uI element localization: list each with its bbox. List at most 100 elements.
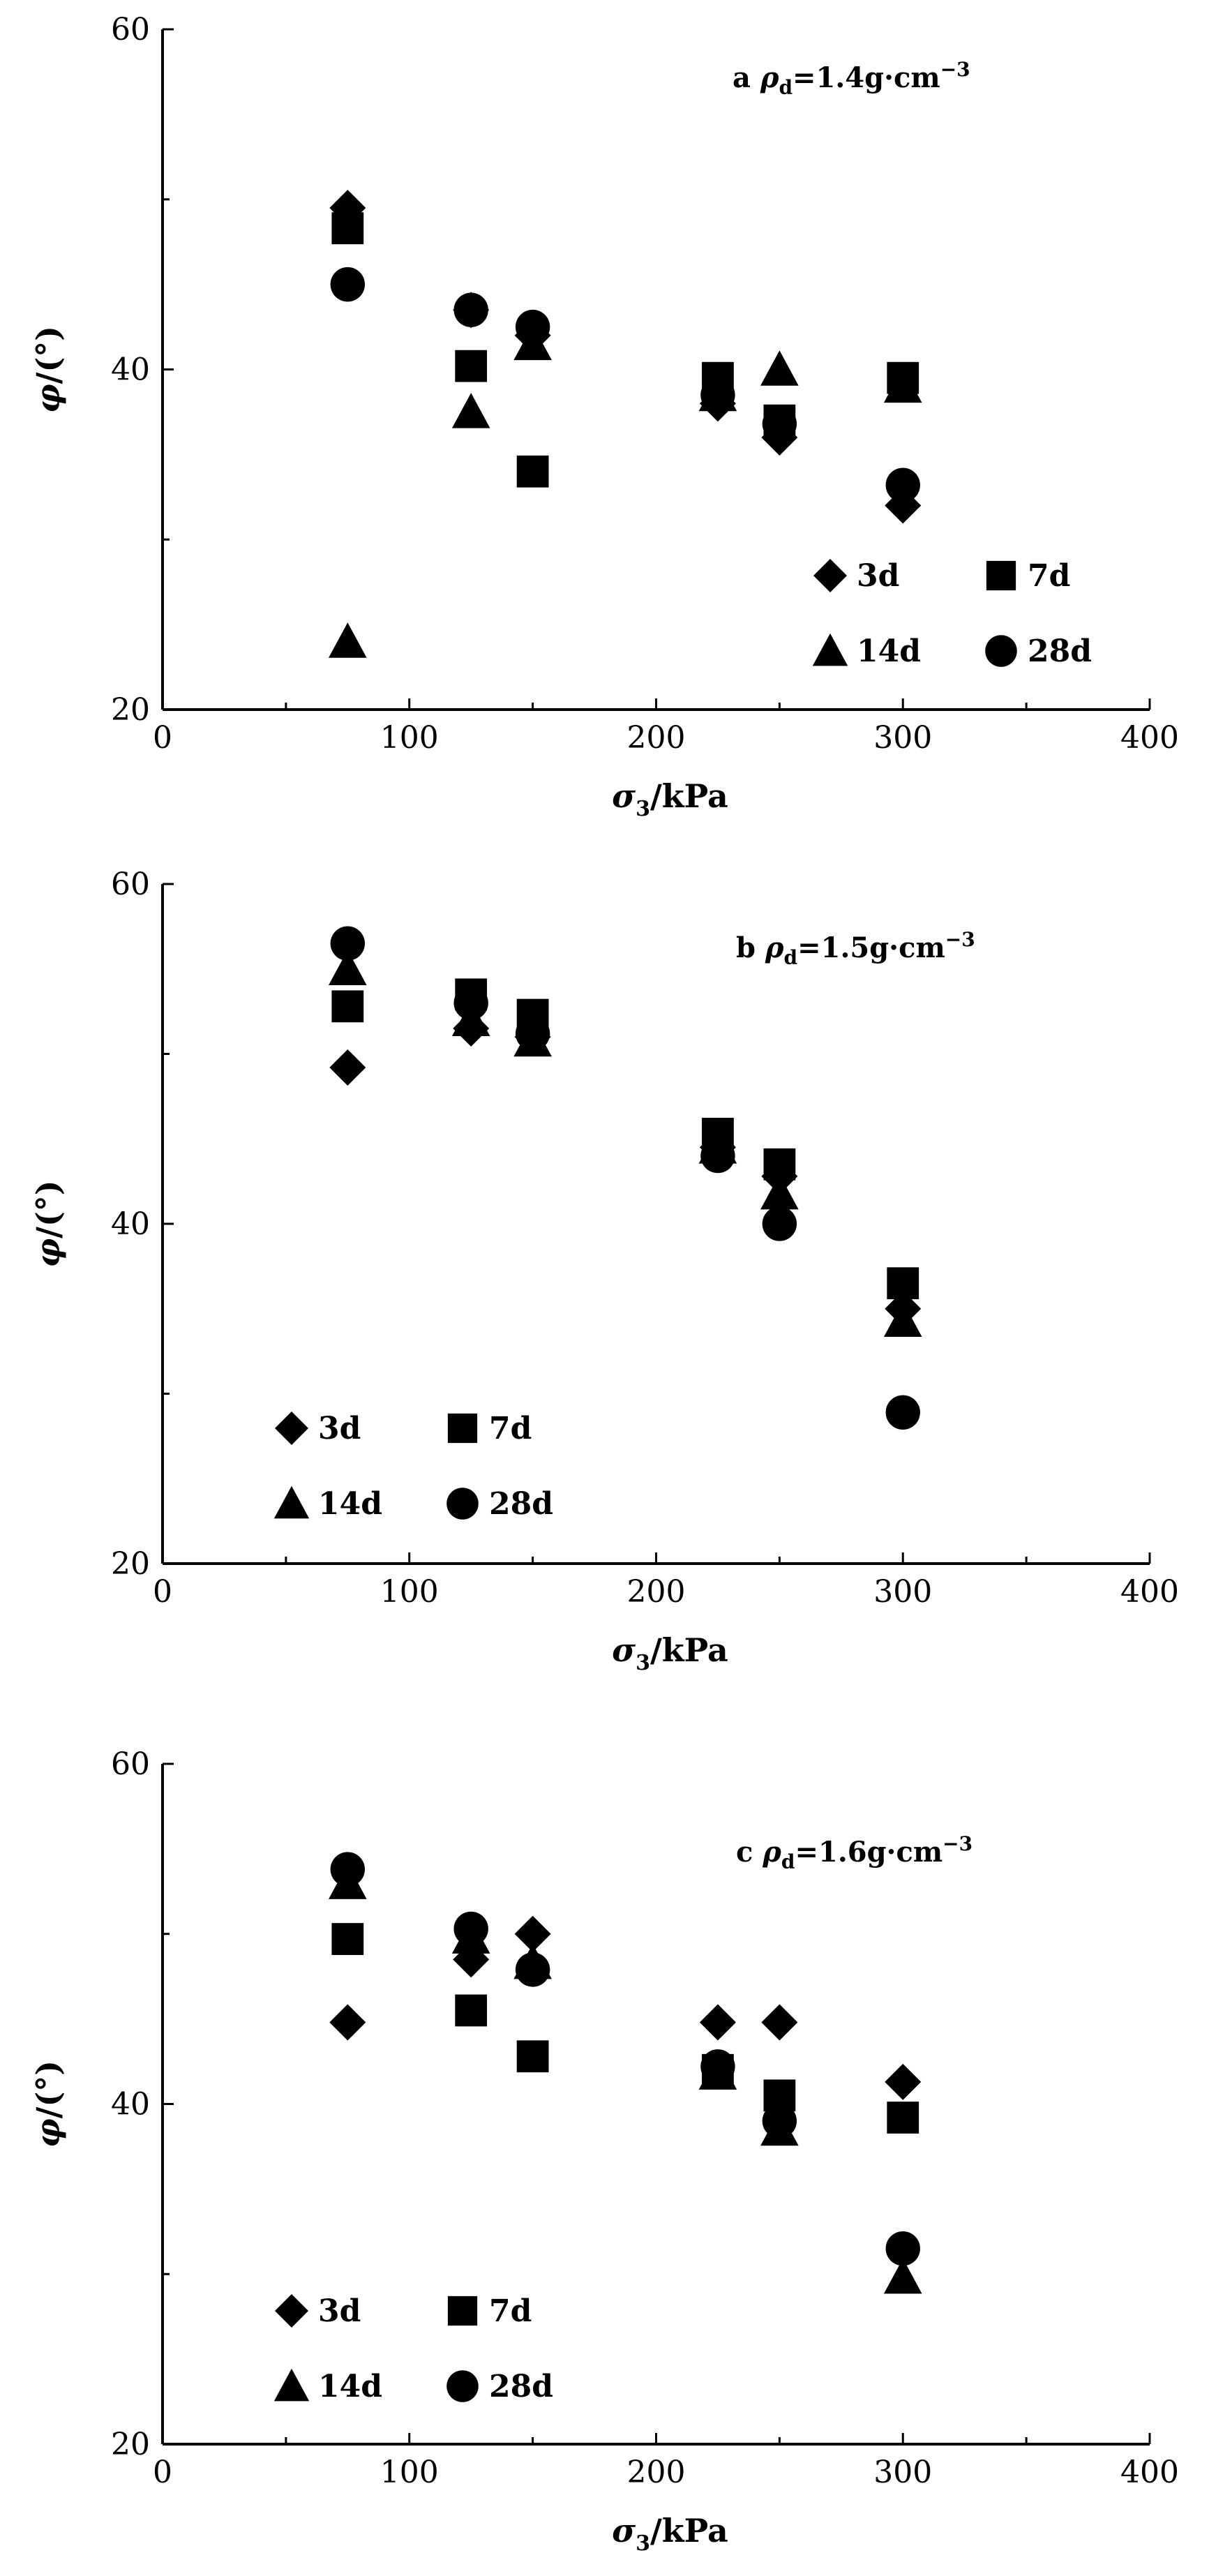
data-point-7d: [455, 1994, 488, 2027]
legend-label: 7d: [489, 1411, 532, 1446]
series-14d: [329, 324, 922, 658]
data-point-28d: [762, 406, 797, 442]
x-tick-label: 100: [380, 1574, 439, 1610]
legend-marker-3d: [813, 559, 847, 592]
data-point-7d: [331, 212, 364, 245]
legend-label: 3d: [318, 1411, 361, 1446]
legend-label: 7d: [1028, 558, 1070, 594]
data-point-3d: [514, 1915, 551, 1952]
data-point-7d: [331, 990, 364, 1023]
legend: 3d 7d 14d 28d: [273, 1411, 553, 1522]
legend-label: 14d: [318, 1486, 382, 1522]
x-tick-label: 300: [873, 720, 932, 756]
data-point-3d: [329, 1049, 366, 1086]
legend-label: 14d: [318, 2369, 382, 2404]
series-28d: [330, 926, 920, 1430]
panel-title: b ρd=1.5g·cm−3: [736, 928, 975, 969]
y-tick-label: 60: [111, 1746, 150, 1782]
data-point-28d: [453, 985, 488, 1021]
x-axis-label: σ3/kPa: [612, 777, 728, 821]
legend-marker-3d: [275, 2294, 308, 2328]
data-point-28d: [515, 309, 550, 345]
data-point-28d: [330, 926, 366, 961]
data-point-28d: [700, 1138, 735, 1174]
series-7d: [331, 212, 919, 488]
x-tick-label: 400: [1120, 2455, 1179, 2490]
chart-panel-a: 0 100 200 300 400 20 40 60 σ3/kPa φ/(°) a ρd=1.4g·…: [29, 12, 1179, 821]
x-tick-label: 400: [1120, 1574, 1179, 1610]
data-point-28d: [330, 267, 366, 302]
legend-marker-7d: [986, 560, 1016, 591]
legend-marker-7d: [447, 2296, 478, 2326]
x-tick-label: 300: [873, 2455, 932, 2490]
chart-panel-c: 0 100 200 300 400 20 40 60 σ3/kPa φ/(°) c ρd=1.6g·…: [29, 1746, 1179, 2556]
x-tick-label: 200: [627, 2455, 686, 2490]
data-point-14d: [329, 950, 367, 985]
x-tick-label: 400: [1120, 720, 1179, 756]
series-3d: [329, 189, 922, 524]
series-3d: [329, 1915, 922, 2100]
data-point-28d: [515, 1016, 550, 1051]
legend-marker-14d: [273, 1485, 310, 1519]
data-point-14d: [329, 622, 367, 658]
series-7d: [331, 1923, 919, 2134]
panel-title: a ρd=1.4g·cm−3: [733, 58, 970, 99]
data-point-28d: [700, 377, 735, 412]
legend-marker-28d: [446, 1488, 479, 1520]
y-tick-label: 20: [111, 692, 150, 728]
data-point-7d: [887, 1267, 919, 1300]
x-tick-label: 0: [153, 2455, 172, 2490]
legend-marker-3d: [275, 1411, 308, 1445]
legend: 3d 7d 14d 28d: [812, 558, 1092, 669]
data-point-3d: [329, 2004, 366, 2041]
data-point-28d: [453, 292, 488, 327]
x-axis-label: σ3/kPa: [612, 1631, 728, 1675]
legend-label: 7d: [489, 2293, 532, 2329]
legend-marker-14d: [273, 2368, 310, 2402]
y-axis-label: φ/(°): [29, 1181, 67, 1268]
x-axis-label: σ3/kPa: [612, 2512, 728, 2556]
data-point-3d: [761, 2004, 798, 2041]
x-tick-label: 200: [627, 720, 686, 756]
legend-marker-28d: [446, 2370, 479, 2402]
data-point-14d: [760, 1174, 799, 1210]
y-tick-label: 20: [111, 1546, 150, 1582]
data-point-28d: [515, 1952, 550, 1987]
y-axis-label: φ/(°): [29, 2060, 67, 2148]
legend-marker-28d: [985, 635, 1017, 667]
data-point-14d: [883, 1301, 922, 1337]
y-tick-label: 40: [111, 352, 150, 388]
data-point-14d: [883, 2258, 922, 2294]
data-point-14d: [760, 350, 799, 386]
y-tick-label: 40: [111, 1206, 150, 1242]
y-tick-label: 40: [111, 2087, 150, 2122]
data-point-28d: [885, 2231, 920, 2266]
legend-label: 3d: [318, 2293, 361, 2329]
panel-title: c ρd=1.6g·cm−3: [736, 1832, 973, 1873]
data-point-28d: [885, 467, 920, 502]
legend-label: 3d: [857, 558, 899, 594]
data-point-28d: [453, 1911, 488, 1947]
y-tick-label: 20: [111, 2427, 150, 2462]
series-7d: [331, 978, 919, 1300]
y-tick-label: 60: [111, 867, 150, 902]
data-point-28d: [330, 1852, 366, 1887]
legend-label: 14d: [857, 634, 921, 669]
legend-label: 28d: [1028, 634, 1092, 669]
data-point-3d: [699, 2004, 736, 2041]
x-tick-label: 200: [627, 1574, 686, 1610]
data-point-7d: [887, 2102, 919, 2134]
data-point-7d: [331, 1923, 364, 1955]
x-tick-label: 100: [380, 720, 439, 756]
legend-marker-7d: [447, 1413, 478, 1444]
legend-label: 28d: [489, 2369, 553, 2404]
x-tick-label: 100: [380, 2455, 439, 2490]
series-28d: [330, 267, 920, 502]
series-14d: [329, 1864, 922, 2294]
legend-marker-14d: [812, 633, 848, 666]
data-point-14d: [883, 367, 922, 403]
series-28d: [330, 1852, 920, 2266]
legend: 3d 7d 14d 28d: [273, 2293, 553, 2404]
y-axis-label: φ/(°): [29, 326, 67, 413]
